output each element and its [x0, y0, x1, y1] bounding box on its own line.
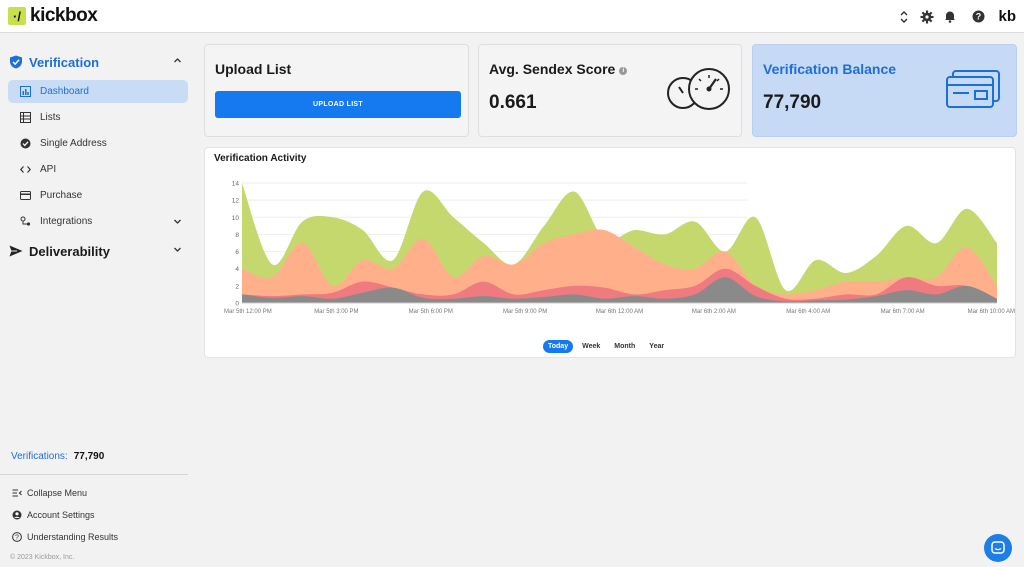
sendex-score-card: Avg. Sendex Score i 0.661 [478, 44, 742, 137]
top-icons: ? kb [890, 0, 1024, 33]
collapse-icon [12, 489, 22, 497]
info-icon[interactable]: i [619, 67, 628, 75]
sidebar-item-dashboard[interactable]: Dashboard [8, 80, 188, 103]
y-tick-label: 12 [232, 198, 240, 205]
x-tick-label: Mar 6th 10:00 AM [968, 309, 1015, 315]
chevron-down-icon[interactable] [173, 217, 182, 226]
series-area-2 [242, 229, 997, 303]
x-tick-label: Mar 5th 12:00 PM [224, 309, 272, 315]
upload-list-title: Upload List [215, 61, 292, 77]
workspace-switcher-icon[interactable] [890, 0, 918, 33]
y-tick-label: 14 [232, 181, 240, 188]
sidebar-item-purchase[interactable]: Purchase [8, 184, 188, 207]
x-tick-label: Mar 5th 9:00 PM [503, 309, 547, 315]
credit-cards-icon [946, 70, 1000, 108]
verification-balance-title: Verification Balance [763, 61, 897, 77]
shield-icon [10, 55, 22, 69]
svg-text:?: ? [15, 535, 19, 542]
chevron-up-icon[interactable] [173, 56, 182, 65]
collapse-menu-button[interactable]: Collapse Menu [12, 486, 87, 500]
sidebar-divider [0, 474, 188, 475]
paper-plane-icon [9, 245, 23, 257]
range-tabs: Today Week Month Year [543, 340, 673, 353]
footer-item-label: Account Settings [27, 510, 95, 520]
svg-text:?: ? [976, 12, 982, 22]
account-icon [12, 510, 22, 520]
top-bar: ·/ kickbox ? kb [0, 0, 1024, 33]
sidebar-item-single-address[interactable]: Single Address [8, 132, 188, 155]
avatar[interactable]: kb [998, 8, 1016, 25]
chat-support-button[interactable] [984, 534, 1012, 562]
verifications-value: 77,790 [73, 451, 105, 462]
sidebar-item-api[interactable]: API [8, 158, 188, 181]
tab-month[interactable]: Month [609, 340, 640, 353]
copyright: © 2023 Kickbox, Inc. [10, 554, 75, 561]
help-circle-icon: ? [12, 532, 22, 542]
verifications-summary: Verifications: 77,790 [11, 451, 104, 462]
x-tick-label: Mar 5th 3:00 PM [314, 309, 358, 315]
chart-title: Verification Activity [214, 153, 307, 164]
y-tick-label: 8 [235, 232, 239, 239]
y-tick-label: 0 [235, 301, 239, 308]
nav-group-label: Deliverability [29, 243, 110, 259]
speedometer-icon [667, 68, 730, 110]
footer-item-label: Collapse Menu [27, 488, 88, 498]
verification-balance-value: 77,790 [763, 92, 822, 113]
nav-group-verification[interactable]: Verification [0, 49, 194, 75]
logo-text: kickbox [30, 5, 98, 26]
credit-card-icon [20, 191, 31, 200]
account-settings-link[interactable]: Account Settings [12, 508, 95, 522]
y-tick-label: 2 [235, 283, 239, 290]
verification-balance-card: Verification Balance 77,790 [752, 44, 1017, 137]
tab-today[interactable]: Today [543, 340, 574, 353]
verification-activity-panel: Verification Activity 0 2 4 6 8 10 12 14 Mar 5th… [204, 147, 1016, 358]
sidebar: Verification Dashboard Lists Single Addr… [0, 34, 194, 567]
upload-list-button[interactable]: UPLOAD LIST [215, 91, 461, 118]
dashboard-icon [20, 86, 31, 97]
nav-group-label: Verification [29, 54, 100, 70]
x-tick-label: Mar 6th 4:00 AM [786, 309, 830, 315]
sidebar-item-label: Dashboard [40, 86, 89, 97]
footer-item-label: Understanding Results [27, 532, 119, 542]
tab-year[interactable]: Year [644, 340, 669, 353]
sidebar-item-label: Single Address [40, 138, 107, 149]
x-tick-label: Mar 6th 2:00 AM [692, 309, 736, 315]
tab-week[interactable]: Week [577, 340, 605, 353]
x-tick-label: Mar 6th 7:00 AM [881, 309, 925, 315]
understanding-results-link[interactable]: ? Understanding Results [12, 530, 118, 544]
list-icon [20, 112, 31, 123]
sidebar-item-label: Lists [40, 112, 61, 123]
y-tick-label: 6 [235, 249, 239, 256]
logo-mark: ·/ [8, 7, 26, 25]
sidebar-item-integrations[interactable]: Integrations [8, 210, 188, 233]
y-tick-label: 4 [235, 266, 239, 273]
bell-icon[interactable] [936, 0, 964, 33]
sidebar-item-lists[interactable]: Lists [8, 106, 188, 129]
chat-icon [991, 541, 1005, 554]
nav-group-deliverability[interactable]: Deliverability [0, 238, 194, 264]
sendex-title-text: Avg. Sendex Score [489, 61, 616, 77]
sidebar-item-label: API [40, 164, 57, 175]
integrations-icon [20, 216, 31, 226]
series-area-4 [242, 277, 997, 303]
sendex-score-title: Avg. Sendex Score i [489, 61, 628, 77]
kickbox-logo[interactable]: ·/ kickbox [8, 5, 98, 27]
gear-icon[interactable] [918, 0, 936, 33]
chevron-down-icon[interactable] [173, 245, 182, 254]
sidebar-item-label: Integrations [40, 216, 93, 227]
verification-activity-chart: 0 2 4 6 8 10 12 14 Mar 5th 12:00 PM Mar 5th 3:00 … [224, 181, 1015, 316]
sidebar-item-label: Purchase [40, 190, 83, 201]
x-tick-label: Mar 6th 12:00 AM [596, 309, 643, 315]
help-icon[interactable]: ? [964, 0, 992, 33]
verifications-label: Verifications: [11, 451, 68, 462]
y-tick-label: 10 [232, 215, 240, 222]
sendex-score-value: 0.661 [489, 92, 537, 113]
code-icon [20, 166, 31, 173]
upload-list-card: Upload List UPLOAD LIST [204, 44, 469, 137]
x-tick-label: Mar 5th 6:00 PM [409, 309, 453, 315]
check-circle-icon [20, 138, 31, 149]
